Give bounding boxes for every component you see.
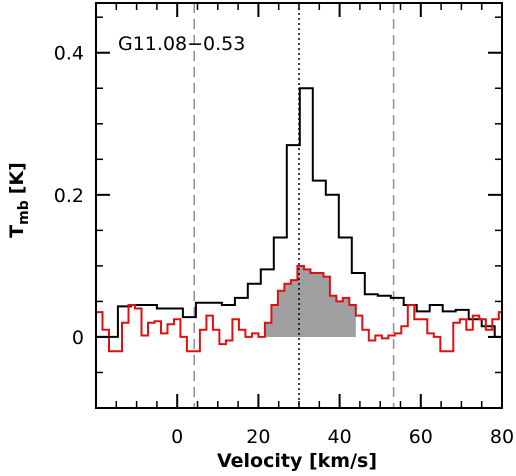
y-axis-title-main: T: [6, 225, 28, 238]
x-tick-label: 20: [246, 426, 270, 448]
source-name-label: G11.08−0.53: [118, 33, 245, 55]
y-axis-title: Tmb [K]: [6, 162, 32, 238]
y-axis-title-sub: mb: [16, 200, 32, 225]
series-layer: [96, 87, 502, 353]
reference-lines-layer: [193, 3, 395, 408]
x-axis-title: Velocity [km/s]: [217, 450, 377, 471]
x-tick-label: 60: [409, 426, 433, 448]
y-tick-label: 0.2: [54, 185, 84, 207]
svg-text:Tmb[K]: Tmb [K]: [6, 162, 32, 238]
x-tick-label: 40: [328, 426, 352, 448]
y-tick-label: 0: [72, 327, 84, 349]
series-line-black: [96, 87, 502, 338]
x-tick-label: 80: [490, 426, 514, 448]
series-line-red: [96, 264, 502, 353]
y-axis-title-unit: [K]: [6, 162, 28, 194]
y-tick-label: 0.4: [54, 43, 84, 65]
ticks-layer: 0 20 40 60 80 0 0.2 0.4: [54, 3, 514, 448]
x-tick-label: 0: [171, 426, 183, 448]
